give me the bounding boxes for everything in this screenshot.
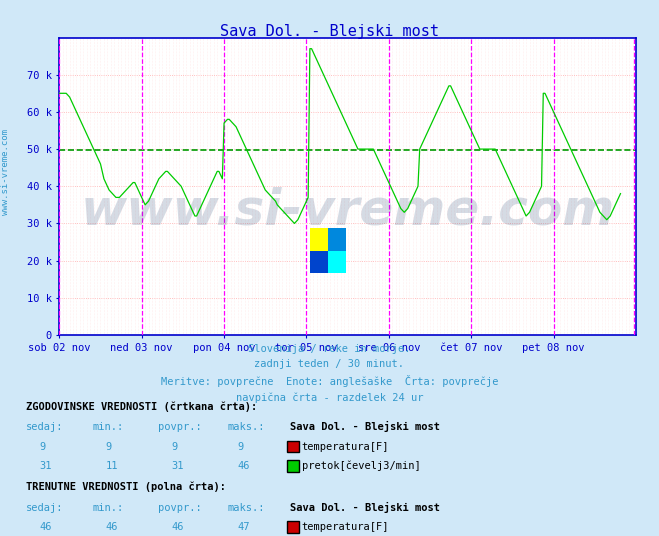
Text: povpr.:: povpr.: <box>158 503 202 513</box>
Polygon shape <box>328 228 346 251</box>
Text: Sava Dol. - Blejski most: Sava Dol. - Blejski most <box>290 502 440 513</box>
Text: Sava Dol. - Blejski most: Sava Dol. - Blejski most <box>290 421 440 433</box>
Text: 47: 47 <box>237 522 250 532</box>
Text: Slovenija / reke in morje.
zadnji teden / 30 minut.
Meritve: povprečne  Enote: a: Slovenija / reke in morje. zadnji teden … <box>161 344 498 403</box>
Text: 46: 46 <box>171 522 184 532</box>
Text: TRENUTNE VREDNOSTI (polna črta):: TRENUTNE VREDNOSTI (polna črta): <box>26 482 226 493</box>
Text: www.si-vreme.com: www.si-vreme.com <box>1 129 10 214</box>
Text: 9: 9 <box>40 442 45 452</box>
Text: 31: 31 <box>171 461 184 471</box>
Polygon shape <box>310 251 328 273</box>
Text: ZGODOVINSKE VREDNOSTI (črtkana črta):: ZGODOVINSKE VREDNOSTI (črtkana črta): <box>26 401 258 412</box>
Text: 9: 9 <box>105 442 111 452</box>
Text: 9: 9 <box>171 442 177 452</box>
Text: min.:: min.: <box>92 422 123 433</box>
Text: temperatura[F]: temperatura[F] <box>302 442 389 452</box>
Bar <box>328 251 346 273</box>
Text: povpr.:: povpr.: <box>158 422 202 433</box>
Text: temperatura[F]: temperatura[F] <box>302 522 389 532</box>
Text: maks.:: maks.: <box>227 503 265 513</box>
Text: 9: 9 <box>237 442 243 452</box>
Text: pretok[čevelj3/min]: pretok[čevelj3/min] <box>302 460 420 471</box>
Text: 46: 46 <box>105 522 118 532</box>
Text: Sava Dol. - Blejski most: Sava Dol. - Blejski most <box>220 24 439 39</box>
Text: maks.:: maks.: <box>227 422 265 433</box>
Text: 46: 46 <box>40 522 52 532</box>
Text: 46: 46 <box>237 461 250 471</box>
Text: sedaj:: sedaj: <box>26 422 64 433</box>
Text: min.:: min.: <box>92 503 123 513</box>
Text: www.si-vreme.com: www.si-vreme.com <box>80 186 615 234</box>
Text: 31: 31 <box>40 461 52 471</box>
Bar <box>310 228 328 251</box>
Text: 11: 11 <box>105 461 118 471</box>
Text: sedaj:: sedaj: <box>26 503 64 513</box>
